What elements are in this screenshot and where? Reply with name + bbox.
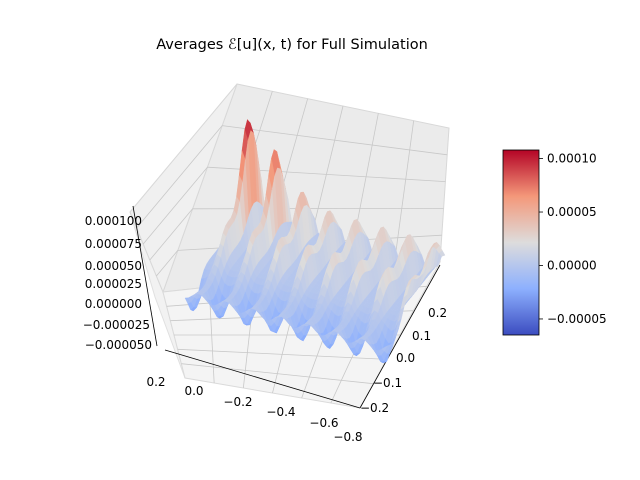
z-tick-label: 0.000100 [85,214,142,228]
x-tick-label: −0.2 [223,395,252,409]
gridline [393,120,415,268]
gridline [156,250,179,277]
z-tick-label: 0.000050 [85,259,142,273]
colorbar-tick-label: 0.00005 [547,205,597,219]
y-tick-labels: −0.2 −0.1 0.0 0.1 0.2 [360,306,447,415]
colorbar-gradient [502,149,540,336]
z-tick-label: 0.000000 [85,297,142,311]
surface-facet [381,345,389,352]
z-tick-labels: 0.000100 0.000075 0.000050 0.000025 0.00… [83,214,152,352]
gridline [149,208,193,261]
x-tick-label: −0.8 [333,430,362,444]
z-tick-label: 0.000025 [85,277,142,291]
y-axis-line [359,264,441,409]
colorbar-tick-label: −0.00005 [547,312,607,326]
z-tick-label: 0.000075 [85,237,142,251]
chart-title: Averages ℰ[u](x, t) for Full Simulation [156,37,428,53]
x-axis-line [164,349,361,409]
colorbar: 0.00010 0.00005 0.00000 −0.00005 [502,149,607,336]
gridline [181,363,374,385]
y-tick-label: −0.2 [360,401,389,415]
y-tick-label: 0.1 [412,329,431,343]
surface-plot [184,118,446,364]
y-tick-label: −0.1 [373,376,402,390]
x-tick-label: 0.2 [146,375,165,389]
back-left-pane [129,83,238,294]
y-tick-label: 0.2 [428,306,447,320]
x-tick-labels: 0.2 0.0 −0.2 −0.4 −0.6 −0.8 [146,375,362,444]
z-tick-label: −0.000050 [85,338,152,352]
x-tick-label: −0.4 [266,405,295,419]
gridline [136,125,223,229]
gridline [142,166,208,245]
z-tick-label: −0.000025 [83,318,150,332]
y-tick-label: 0.0 [396,351,415,365]
colorbar-ticks: 0.00010 0.00005 0.00000 −0.00005 [539,152,607,326]
gridline [222,125,448,156]
z-axis-line [132,205,158,347]
x-tick-label: −0.6 [309,416,338,430]
x-tick-label: 0.0 [184,384,203,398]
colorbar-tick-label: 0.00000 [547,258,597,272]
colorbar-tick-label: 0.00010 [547,152,597,166]
